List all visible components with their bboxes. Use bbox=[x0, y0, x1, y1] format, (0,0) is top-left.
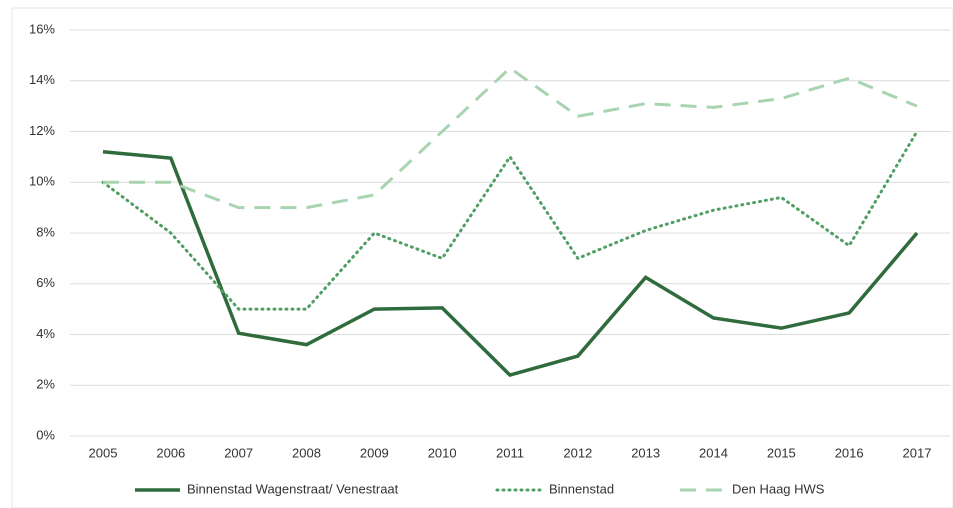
chart-frame bbox=[11, 7, 953, 508]
x-tick-label: 2005 bbox=[89, 445, 118, 460]
x-tick-label: 2017 bbox=[903, 445, 932, 460]
x-tick-label: 2014 bbox=[699, 445, 728, 460]
y-tick-label: 2% bbox=[36, 377, 55, 392]
legend-label: Binnenstad Wagenstraat/ Venestraat bbox=[187, 481, 399, 496]
y-tick-label: 16% bbox=[29, 21, 55, 36]
y-tick-label: 10% bbox=[29, 174, 55, 189]
y-tick-label: 8% bbox=[36, 224, 55, 239]
y-tick-label: 0% bbox=[36, 427, 55, 442]
y-tick-label: 6% bbox=[36, 275, 55, 290]
y-tick-label: 14% bbox=[29, 72, 55, 87]
x-tick-label: 2007 bbox=[224, 445, 253, 460]
x-tick-label: 2013 bbox=[631, 445, 660, 460]
series-line bbox=[101, 130, 919, 311]
x-tick-label: 2010 bbox=[428, 445, 457, 460]
y-tick-label: 4% bbox=[36, 326, 55, 341]
x-tick-label: 2016 bbox=[835, 445, 864, 460]
legend-label: Den Haag HWS bbox=[732, 481, 825, 496]
legend-label: Binnenstad bbox=[549, 481, 614, 496]
x-tick-label: 2015 bbox=[767, 445, 796, 460]
x-tick-label: 2009 bbox=[360, 445, 389, 460]
series-line bbox=[102, 150, 919, 378]
x-tick-label: 2008 bbox=[292, 445, 321, 460]
x-tick-label: 2006 bbox=[156, 445, 185, 460]
x-tick-label: 2012 bbox=[563, 445, 592, 460]
y-tick-label: 12% bbox=[29, 123, 55, 138]
series-line bbox=[103, 66, 918, 210]
x-tick-label: 2011 bbox=[496, 445, 524, 460]
